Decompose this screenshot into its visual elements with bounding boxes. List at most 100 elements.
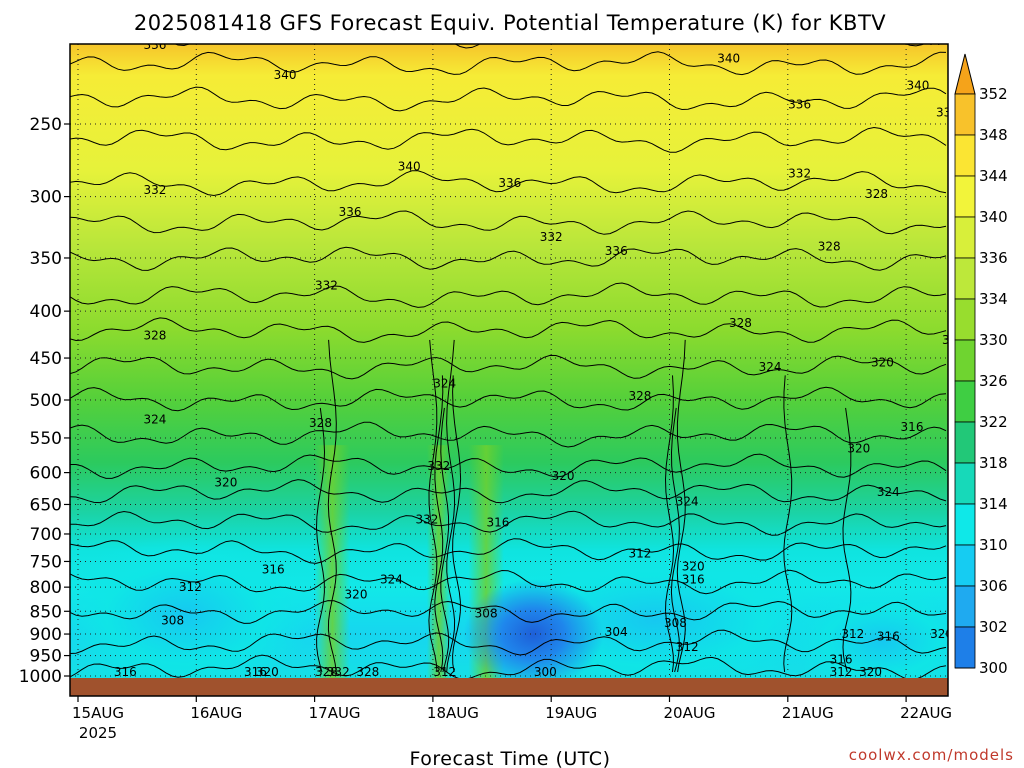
colorbar-label: 352 <box>979 85 1008 103</box>
contour-label: 308 <box>475 607 498 621</box>
y-tick-label: 700 <box>30 525 62 545</box>
contour-label: 324 <box>433 377 456 391</box>
contour-line <box>70 354 947 380</box>
x-tick-label: 19AUG <box>545 704 597 722</box>
contour-label: 340 <box>274 68 297 82</box>
colorbar-swatch <box>954 339 976 382</box>
contour-label: 316 <box>114 665 137 679</box>
front-contour-line <box>664 375 675 673</box>
ridge-warm-17aug <box>314 445 351 678</box>
front-contour-line <box>783 375 793 673</box>
colorbar-swatch <box>954 462 976 505</box>
y-tick-label: 400 <box>30 302 62 322</box>
contour-label: 312 <box>433 665 456 679</box>
cold-pool-15aug <box>70 534 315 678</box>
y-tick-label: 850 <box>30 602 62 622</box>
x-tick-year: 2025 <box>79 724 117 742</box>
contour-label: 324 <box>143 412 166 426</box>
contour-label: 316 <box>877 629 900 643</box>
contour-line <box>70 246 947 271</box>
chart-title: 2025081418 GFS Forecast Equiv. Potential… <box>134 11 886 35</box>
colorbar: 352 348 344 340 336 334 330 326 322 318 314 310 306 3… <box>954 53 1008 677</box>
field-features <box>70 445 948 678</box>
contour-label: 312 <box>830 665 853 679</box>
cold-core-18aug <box>463 579 604 678</box>
y-tick-label: 1000 <box>19 667 62 687</box>
colorbar-swatch <box>954 298 976 341</box>
front-contour-line <box>434 375 444 673</box>
contour-line <box>70 569 947 595</box>
contour-label: 328 <box>865 187 888 201</box>
x-tick-label: 17AUG <box>309 704 361 722</box>
contour-label: 324 <box>877 485 900 499</box>
colorbar-swatch <box>954 626 976 669</box>
y-tick-label: 750 <box>30 552 62 572</box>
contour-label: 320 <box>552 469 575 483</box>
y-tick-label: 550 <box>30 429 62 449</box>
contour-label: 332 <box>315 278 338 292</box>
contour-label: 312 <box>179 580 202 594</box>
contour-label: 316 <box>244 665 267 679</box>
contour-label: 332 <box>427 459 450 473</box>
contour-label: 332 <box>143 183 166 197</box>
y-tick-label: 450 <box>30 349 62 369</box>
x-tick-label: 18AUG <box>427 704 479 722</box>
contour-label: 332 <box>540 230 563 244</box>
x-tick-label: 16AUG <box>190 704 242 722</box>
colorbar-label: 318 <box>979 454 1008 472</box>
colorbar-label: 334 <box>979 290 1008 308</box>
contour-line <box>70 510 947 536</box>
plot-frame <box>69 43 949 697</box>
x-tick-label: 21AUG <box>782 704 834 722</box>
contour-label: 324 <box>676 494 699 508</box>
contour-line <box>70 126 947 153</box>
contour-line <box>70 386 947 412</box>
contour-line <box>70 629 947 656</box>
colorbar-label: 302 <box>979 618 1008 636</box>
contour-label: 340 <box>717 51 740 65</box>
contour-label: 320 <box>859 665 882 679</box>
colorbar-label: 314 <box>979 495 1008 513</box>
contour-label: 316 <box>830 653 853 667</box>
contour-label: 320 <box>345 588 368 602</box>
colorbar-swatch <box>954 93 976 136</box>
colorbar-label: 310 <box>979 536 1008 554</box>
front-contour-line <box>446 339 456 673</box>
y-tick-label: 950 <box>30 647 62 667</box>
contour-label: 320 <box>256 665 279 679</box>
colorbar-swatch <box>954 175 976 218</box>
contour-label: 344 <box>694 32 717 46</box>
contour-label: 320 <box>871 355 894 369</box>
colorbar-label: 344 <box>979 167 1008 185</box>
contour-label: 336 <box>143 38 166 52</box>
colorbar-swatch <box>954 421 976 464</box>
x-axis: 15AUG 16AUG 17AUG 18AUG 19AUG 20AUG 21AUG 22AUG… <box>72 696 952 742</box>
front-contour-line <box>676 339 686 673</box>
contour-label: 312 <box>628 546 651 560</box>
contour-label: 312 <box>676 640 699 654</box>
contour-label: 320 <box>682 560 705 574</box>
contour-line <box>70 51 947 76</box>
credit-text: coolwx.com/models <box>849 746 1014 764</box>
contour-label: 324 <box>380 573 403 587</box>
colorbar-label: 306 <box>979 577 1008 595</box>
front-contour-line <box>428 339 438 673</box>
contour-label: 328 <box>143 328 166 342</box>
colorbar-label: 330 <box>979 331 1008 349</box>
colorbar-swatch <box>954 544 976 587</box>
contour-label: 336 <box>339 205 362 219</box>
contour-label: 336 <box>788 97 811 111</box>
x-tick-label: 22AUG <box>900 704 952 722</box>
y-tick-label: 250 <box>30 115 62 135</box>
front-contour-line <box>842 407 852 673</box>
colorbar-swatch <box>954 257 976 300</box>
colorbar-label: 300 <box>979 659 1008 677</box>
contour-label: 316 <box>682 573 705 587</box>
contour-label: 320 <box>214 475 237 489</box>
contour-label: 320 <box>847 442 870 456</box>
colorbar-label: 336 <box>979 249 1008 267</box>
contour-label: 340 <box>398 159 421 173</box>
x-axis-label: Forecast Time (UTC) <box>410 748 611 768</box>
contour-label: 316 <box>487 515 510 529</box>
